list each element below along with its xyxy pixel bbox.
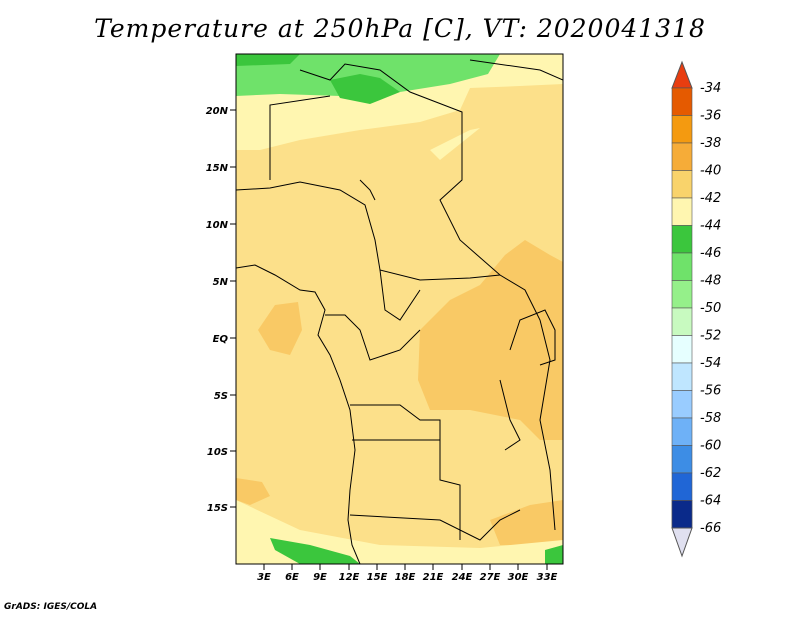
colorbar-segment (671, 445, 693, 474)
lon-tick-label: 3E (257, 572, 271, 583)
field-minus-44-north (330, 74, 400, 104)
colorbar-segment (671, 280, 693, 309)
lon-tick-label: 12E (339, 572, 360, 583)
colorbar-segment (671, 142, 693, 171)
colorbar-label: -62 (700, 466, 721, 481)
lon-axis: 3E 6E 9E 12E 15E 18E 21E 24E 27E 30E 33E (257, 564, 558, 583)
colorbar-segment (671, 225, 693, 254)
colorbar-segment (671, 307, 693, 336)
lat-tick-label: 10S (207, 447, 228, 458)
lat-tick-label: 15N (206, 163, 229, 174)
lon-tick-label: 18E (395, 572, 416, 583)
colorbar-top-arrow (671, 60, 693, 89)
colorbar-segment (671, 252, 693, 281)
colorbar-label: -48 (700, 274, 721, 289)
colorbar-label: -40 (700, 164, 721, 179)
colorbar-labels: -34 -36 -38 -40 -42 -44 -46 -48 -50 -52 -54 -56 -58 -… (700, 81, 721, 536)
field-minus-44-south (270, 538, 360, 564)
field-minus-38-atlantic (258, 302, 302, 355)
colorbar-label: -42 (700, 191, 721, 206)
colorbar-segment (671, 170, 693, 199)
colorbar-label: -46 (700, 246, 721, 261)
colorbar-segment (671, 197, 693, 226)
colorbar-segment (671, 362, 693, 391)
lon-tick-label: 24E (452, 572, 473, 583)
colorbar-label: -44 (700, 219, 721, 234)
lat-tick-label: 5N (213, 277, 229, 288)
field-minus-44-nw (236, 54, 300, 66)
colorbar-label: -56 (700, 384, 721, 399)
colorbar-label: -54 (700, 356, 721, 371)
colorbar: -34 -36 -38 -40 -42 -44 -46 -48 -50 -52 -54 -56 -58 -… (671, 60, 721, 558)
map-title: Temperature at 250hPa [C], VT: 202004131… (94, 14, 706, 43)
temperature-field (236, 54, 563, 564)
colorbar-label: -38 (700, 136, 721, 151)
map-frame (235, 53, 564, 565)
lon-tick-label: 33E (537, 572, 558, 583)
field-minus-38-central (418, 240, 563, 440)
lat-axis: 20N 15N 10N 5N EQ 5S 10S 15S (206, 106, 236, 514)
colorbar-segment (671, 115, 693, 144)
colorbar-segment (671, 335, 693, 364)
lon-tick-label: 9E (313, 572, 327, 583)
colorbar-segments (671, 87, 693, 529)
colorbar-segment (671, 417, 693, 446)
lon-tick-label: 21E (423, 572, 444, 583)
field-minus-38-sw (236, 478, 270, 505)
lat-tick-label: 20N (206, 106, 229, 117)
colorbar-label: -52 (700, 329, 721, 344)
lon-tick-label: 6E (285, 572, 299, 583)
colorbar-label: -36 (700, 109, 721, 124)
colorbar-segment (671, 390, 693, 419)
colorbar-label: -64 (700, 494, 721, 509)
colorbar-label: -50 (700, 301, 721, 316)
lon-tick-label: 30E (508, 572, 529, 583)
lat-tick-label: 15S (207, 503, 228, 514)
field-minus-42-streak (430, 128, 480, 160)
field-minus-44-se (545, 545, 563, 564)
colorbar-label: -34 (700, 81, 721, 96)
lat-tick-label: EQ (213, 334, 229, 345)
colorbar-bottom-arrow (671, 527, 693, 558)
lon-tick-label: 27E (480, 572, 501, 583)
colorbar-segment (671, 472, 693, 501)
credit-label: GrADS: IGES/COLA (4, 602, 98, 612)
colorbar-segment (671, 87, 693, 116)
field-minus-46-north (236, 54, 500, 96)
colorbar-label: -58 (700, 411, 721, 426)
colorbar-label: -66 (700, 521, 721, 536)
lat-tick-label: 5S (214, 391, 228, 402)
lat-tick-label: 10N (206, 220, 229, 231)
lon-tick-label: 15E (367, 572, 388, 583)
country-borders (236, 59, 563, 564)
colorbar-label: -60 (700, 439, 721, 454)
colorbar-segment (671, 500, 693, 529)
field-minus-38-se (490, 500, 563, 545)
